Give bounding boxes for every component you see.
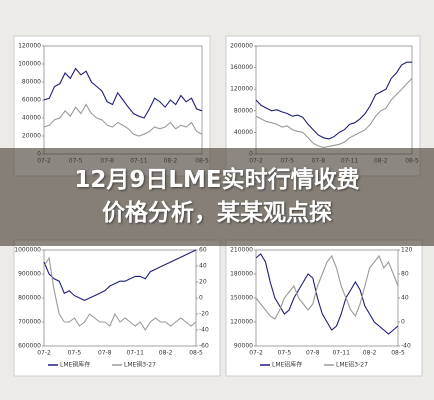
x-tick-label: 08-2 [159, 350, 173, 357]
line-series [255, 254, 399, 320]
y-tick-label: 160000 [230, 64, 253, 71]
y-tick-label: 900000 [18, 271, 41, 278]
x-tick-label: 07-2 [37, 350, 51, 357]
y-tick-label: 600000 [18, 343, 41, 350]
y-tick-label: 200000 [230, 43, 253, 50]
line-series [255, 253, 399, 335]
line-series [43, 103, 203, 137]
y-tick-label: 800000 [18, 295, 41, 302]
x-tick-label: 07-8 [306, 350, 320, 357]
x-tick-label: 08-5 [391, 350, 405, 357]
y-tick-label: 20000 [22, 133, 41, 140]
x-tick-label: 07-11 [126, 350, 144, 357]
line-series [255, 78, 413, 149]
x-tick-label: 07-11 [332, 350, 350, 357]
y2-tick-label: 0 [401, 319, 405, 326]
y-tick-label: 120000 [230, 86, 253, 93]
line-series [43, 256, 197, 332]
x-tick-label: 07-5 [278, 350, 292, 357]
y2-tick-label: 20 [199, 279, 207, 286]
x-tick-label: 07-8 [98, 350, 112, 357]
line-series [43, 67, 203, 119]
y2-tick-label: -40 [401, 343, 411, 350]
legend-label: LME铜库存 [60, 361, 90, 369]
y-tick-label: 90000 [234, 343, 253, 350]
line-series [43, 249, 197, 302]
x-tick-label: 07-5 [68, 350, 82, 357]
panel [13, 239, 221, 377]
y-tick-label: 1000000 [14, 247, 41, 254]
y-tick-label: 80000 [22, 79, 41, 86]
legend-label: LME铜3-27 [124, 361, 156, 369]
y-tick-label: 210000 [230, 247, 253, 254]
y2-tick-label: 120 [401, 247, 413, 254]
x-tick-label: 07-2 [249, 350, 263, 357]
y-tick-label: 120000 [230, 319, 253, 326]
y-tick-label: 40000 [234, 129, 253, 136]
y-tick-label: 120000 [18, 43, 41, 50]
y-tick-label: 40000 [22, 115, 41, 122]
x-tick-label: 08-5 [189, 350, 203, 357]
line-series [255, 61, 412, 140]
headline: 12月9日LME实时行情收费价格分析，某某观点探 [74, 167, 360, 226]
x-tick-label: 08-2 [363, 350, 377, 357]
y2-tick-label: 40 [401, 295, 409, 302]
banner: 12月9日LME实时行情收费价格分析，某某观点探 [0, 148, 434, 246]
y2-tick-label: -20 [199, 311, 209, 318]
y2-tick-label: 0 [199, 295, 203, 302]
y2-tick-label: -40 [199, 327, 209, 334]
y-tick-label: 60000 [22, 97, 41, 104]
y-tick-label: 700000 [18, 319, 41, 326]
y-tick-label: 80000 [234, 107, 253, 114]
y-tick-label: 180000 [230, 271, 253, 278]
legend-label: LME铝库存 [272, 361, 302, 369]
y-tick-label: 100000 [18, 61, 41, 68]
y2-tick-label: -60 [199, 343, 209, 350]
y2-tick-label: 40 [199, 263, 207, 270]
y-tick-label: 150000 [230, 295, 253, 302]
y2-tick-label: 60 [199, 247, 207, 254]
legend-label: LME铝3-27 [336, 361, 368, 369]
y2-tick-label: 80 [401, 271, 409, 278]
